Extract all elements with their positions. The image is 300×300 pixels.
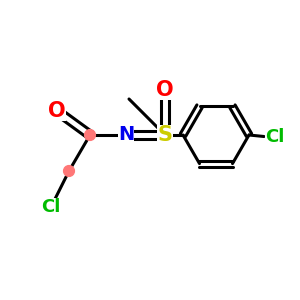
- Text: Cl: Cl: [265, 128, 284, 146]
- Text: O: O: [156, 80, 174, 100]
- Text: S: S: [158, 125, 172, 145]
- Text: O: O: [48, 101, 66, 121]
- Circle shape: [85, 130, 95, 140]
- Text: Cl: Cl: [41, 198, 61, 216]
- Text: N: N: [118, 125, 134, 145]
- Circle shape: [64, 166, 74, 176]
